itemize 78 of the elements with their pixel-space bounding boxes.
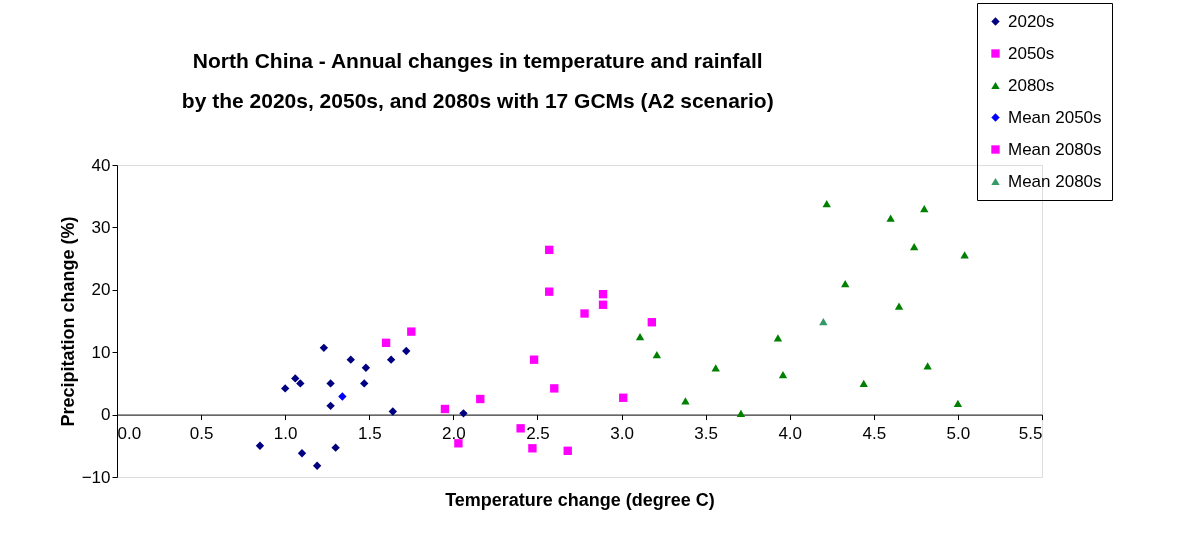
point — [822, 200, 831, 208]
point — [528, 444, 537, 453]
point — [346, 355, 355, 364]
legend-label: 2080s — [1008, 75, 1055, 95]
point — [619, 393, 628, 402]
point — [545, 245, 554, 255]
point — [886, 214, 895, 222]
point — [545, 287, 554, 296]
point — [773, 334, 783, 342]
point — [529, 355, 539, 364]
x-tick-label: 3.0 — [610, 424, 634, 444]
legend-label: Mean 2080s — [1008, 139, 1102, 159]
x-tick-label: 5.0 — [946, 424, 971, 444]
y-tick-label: 10 — [91, 342, 111, 362]
point — [516, 424, 525, 433]
point — [953, 399, 963, 407]
point — [894, 302, 904, 310]
point — [360, 379, 369, 388]
point — [920, 205, 929, 213]
x-tick-label: 2.0 — [442, 424, 466, 444]
point — [652, 351, 662, 359]
point — [859, 379, 868, 388]
chart-title: North China - Annual changes in temperature and rainfall by the 2020s, 2050s, and 2080s with 17 GCMs (A2 scenario) — [181, 49, 774, 112]
x-axis-title: Temperature change (degree C) — [445, 490, 715, 511]
y-tick-label: 40 — [91, 155, 111, 175]
point — [388, 407, 397, 416]
point — [647, 318, 656, 327]
x-tick-label: 0.0 — [117, 424, 142, 444]
point — [635, 332, 645, 341]
point — [454, 439, 463, 448]
point — [563, 446, 572, 455]
point — [386, 355, 396, 364]
legend-label: Mean 2050s — [1008, 107, 1102, 127]
point — [778, 371, 788, 379]
point — [459, 409, 468, 418]
point — [331, 443, 340, 452]
y-tick-label: 0 — [101, 405, 111, 425]
y-tick-label: 30 — [91, 217, 111, 237]
legend-label: 2050s — [1008, 43, 1055, 63]
point — [381, 338, 391, 348]
point — [476, 394, 485, 404]
x-tick-label: 1.5 — [357, 424, 382, 444]
y-tick-label: 20 — [91, 280, 111, 300]
point — [326, 401, 335, 411]
x-tick-label: 1.0 — [273, 424, 298, 444]
point — [338, 392, 347, 401]
point — [326, 379, 335, 388]
point — [296, 379, 305, 388]
point — [550, 384, 559, 393]
point — [598, 289, 608, 299]
point — [255, 441, 265, 450]
point — [841, 279, 850, 288]
point — [440, 404, 450, 414]
x-tick-label: 5.5 — [1018, 424, 1043, 444]
point — [297, 449, 307, 458]
point — [407, 327, 416, 336]
x-tick-label: 0.5 — [189, 424, 214, 444]
x-tick-label: 4.5 — [862, 424, 887, 444]
point — [598, 300, 608, 309]
point — [291, 374, 300, 383]
point — [281, 384, 290, 393]
point — [923, 362, 932, 370]
y-tick-label: −10 — [81, 467, 111, 487]
x-tick-label: 3.5 — [694, 424, 718, 444]
y-axis-title: Precipitation change (%) — [57, 216, 78, 427]
point — [402, 346, 411, 356]
point — [736, 409, 746, 417]
point — [910, 243, 919, 251]
point — [960, 251, 969, 259]
legend-label: Mean 2080s — [1008, 171, 1102, 191]
x-tick-label: 4.0 — [778, 424, 803, 444]
point — [319, 343, 329, 353]
x-tick-label: 2.5 — [526, 424, 550, 444]
point — [361, 363, 371, 372]
point — [580, 309, 589, 318]
point — [312, 461, 322, 470]
point — [819, 318, 828, 326]
legend-label: 2020s — [1008, 11, 1055, 31]
